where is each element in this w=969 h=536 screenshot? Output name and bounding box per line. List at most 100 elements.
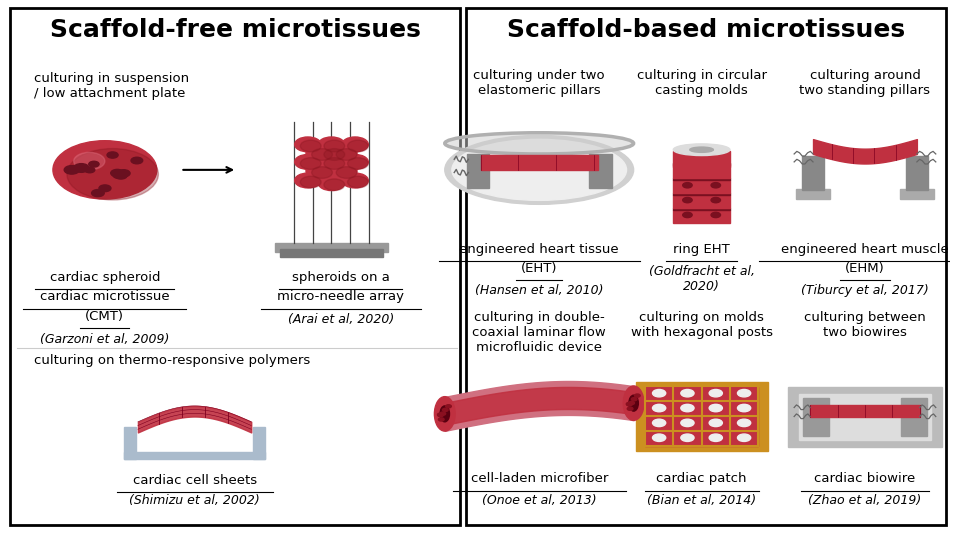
Circle shape xyxy=(631,398,637,401)
Ellipse shape xyxy=(709,434,722,442)
Bar xyxy=(673,165,730,178)
Text: (Onoe et al, 2013): (Onoe et al, 2013) xyxy=(482,494,597,507)
Circle shape xyxy=(635,394,641,397)
Circle shape xyxy=(300,140,321,152)
Bar xyxy=(801,155,825,190)
Bar xyxy=(673,207,730,210)
Circle shape xyxy=(300,158,321,169)
Bar xyxy=(673,180,730,193)
Circle shape xyxy=(295,173,321,188)
Text: culturing in suspension
/ low attachment plate: culturing in suspension / low attachment… xyxy=(34,72,189,100)
Ellipse shape xyxy=(629,395,639,411)
Circle shape xyxy=(74,152,105,170)
Ellipse shape xyxy=(440,406,450,422)
Ellipse shape xyxy=(681,404,694,412)
Text: culturing in circular
casting molds: culturing in circular casting molds xyxy=(637,69,766,97)
Text: engineered heart muscle: engineered heart muscle xyxy=(781,242,949,256)
Circle shape xyxy=(110,169,124,177)
Text: (EHT): (EHT) xyxy=(521,262,557,275)
Text: culturing between
two biowires: culturing between two biowires xyxy=(804,311,925,339)
Text: cell-laden microfiber: cell-laden microfiber xyxy=(471,472,608,485)
Circle shape xyxy=(312,148,332,160)
Text: (EHM): (EHM) xyxy=(845,262,885,275)
Circle shape xyxy=(312,167,332,178)
Ellipse shape xyxy=(681,419,694,427)
Bar xyxy=(798,394,931,441)
Ellipse shape xyxy=(681,434,694,442)
Circle shape xyxy=(131,157,142,164)
Bar xyxy=(673,163,730,165)
Circle shape xyxy=(330,145,357,160)
Circle shape xyxy=(342,173,368,188)
Ellipse shape xyxy=(709,390,722,397)
Circle shape xyxy=(295,154,321,169)
Circle shape xyxy=(306,145,332,160)
Circle shape xyxy=(342,154,368,169)
Ellipse shape xyxy=(683,183,692,188)
Circle shape xyxy=(324,179,345,191)
Circle shape xyxy=(53,140,157,199)
Ellipse shape xyxy=(681,390,694,397)
Circle shape xyxy=(324,148,345,160)
Text: cardiac microtissue: cardiac microtissue xyxy=(40,291,170,303)
Circle shape xyxy=(89,161,99,167)
Circle shape xyxy=(84,167,95,173)
Text: micro-needle array: micro-needle array xyxy=(277,291,404,303)
Text: culturing in double-
coaxial laminar flow
microfluidic device: culturing in double- coaxial laminar flo… xyxy=(472,311,606,354)
Text: culturing on molds
with hexagonal posts: culturing on molds with hexagonal posts xyxy=(631,311,772,339)
Ellipse shape xyxy=(737,404,751,412)
Bar xyxy=(253,427,266,459)
Bar xyxy=(11,8,460,525)
Ellipse shape xyxy=(711,183,721,188)
Circle shape xyxy=(438,413,444,416)
Text: engineered heart tissue: engineered heart tissue xyxy=(459,242,619,256)
Ellipse shape xyxy=(690,147,713,152)
Text: culturing on thermo-responsive polymers: culturing on thermo-responsive polymers xyxy=(34,354,310,367)
Circle shape xyxy=(627,403,632,406)
Circle shape xyxy=(324,158,345,169)
Circle shape xyxy=(300,176,321,188)
Circle shape xyxy=(443,408,448,412)
Circle shape xyxy=(295,137,321,152)
Ellipse shape xyxy=(445,136,634,204)
Text: (Tiburcy et al, 2017): (Tiburcy et al, 2017) xyxy=(801,284,929,297)
Circle shape xyxy=(324,140,345,152)
Bar xyxy=(810,405,920,416)
Circle shape xyxy=(336,148,357,160)
Circle shape xyxy=(446,405,452,408)
Circle shape xyxy=(342,137,368,152)
Text: culturing under two
elastomeric pillars: culturing under two elastomeric pillars xyxy=(474,69,605,97)
Ellipse shape xyxy=(652,419,666,427)
Circle shape xyxy=(629,401,635,405)
Circle shape xyxy=(318,176,345,191)
Ellipse shape xyxy=(709,419,722,427)
Ellipse shape xyxy=(434,397,455,431)
Bar xyxy=(279,249,384,257)
Ellipse shape xyxy=(737,390,751,397)
Circle shape xyxy=(438,413,443,416)
Ellipse shape xyxy=(452,139,627,200)
Text: cardiac patch: cardiac patch xyxy=(656,472,747,485)
Circle shape xyxy=(74,163,89,172)
Bar xyxy=(673,195,730,208)
Bar xyxy=(900,190,934,199)
Text: (Arai et al, 2020): (Arai et al, 2020) xyxy=(288,313,394,326)
Bar xyxy=(906,155,928,190)
Text: cardiac spheroid: cardiac spheroid xyxy=(49,271,160,284)
Bar xyxy=(481,155,598,170)
Bar xyxy=(124,427,136,459)
Circle shape xyxy=(627,407,633,411)
Bar xyxy=(901,398,927,436)
Ellipse shape xyxy=(683,212,692,218)
Text: (Zhao et al, 2019): (Zhao et al, 2019) xyxy=(808,494,922,507)
Circle shape xyxy=(112,172,125,178)
Circle shape xyxy=(318,137,345,152)
Circle shape xyxy=(330,163,357,178)
Circle shape xyxy=(440,412,446,415)
Bar xyxy=(802,398,829,436)
Bar xyxy=(673,151,730,167)
Bar xyxy=(465,8,946,525)
Text: (Hansen et al, 2010): (Hansen et al, 2010) xyxy=(475,284,604,297)
Ellipse shape xyxy=(737,434,751,442)
Bar xyxy=(788,388,943,447)
